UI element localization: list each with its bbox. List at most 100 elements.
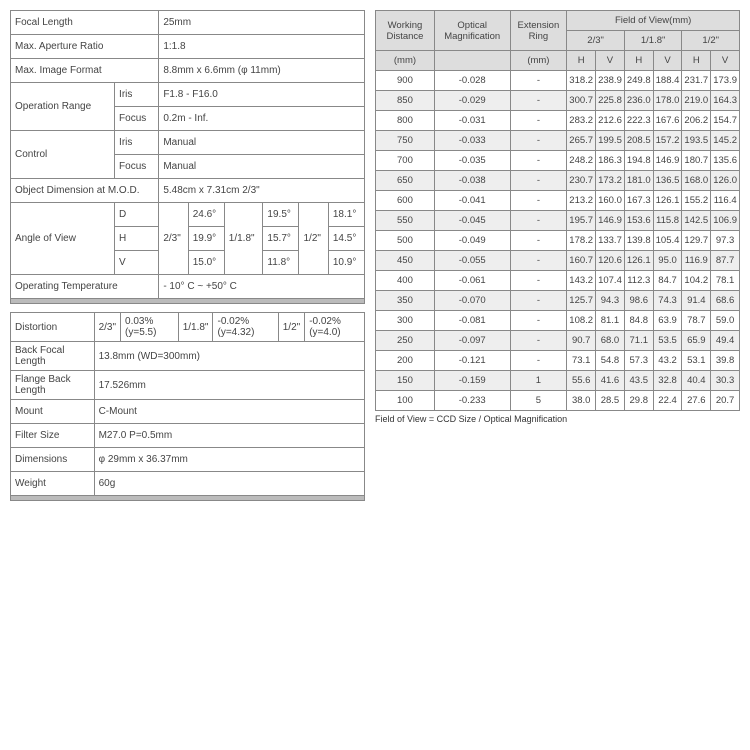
fov-cell: 142.5 [682,211,711,231]
fov-cell: 59.0 [711,311,740,331]
fov-h2-header: H [624,51,653,71]
fov-cell: 29.8 [624,391,653,411]
fov-cell: - [510,91,567,111]
back-focal-label: Back Focal Length [11,342,95,371]
fov-cell: 219.0 [682,91,711,111]
table-row: 350-0.070-125.794.398.674.391.468.6 [376,291,740,311]
fov-cell: 87.7 [711,251,740,271]
fov-cell: 126.1 [624,251,653,271]
fov-cell: 180.7 [682,151,711,171]
spec-table-1: Focal Length 25mm Max. Aperture Ratio 1:… [10,10,365,299]
fov-cell: 90.7 [567,331,596,351]
fov-cell: 194.8 [624,151,653,171]
table-row: 200-0.121-73.154.857.343.253.139.8 [376,351,740,371]
fov-cell: 213.2 [567,191,596,211]
fov-cell: 450 [376,251,435,271]
fov-cell: -0.035 [434,151,510,171]
fov-blank-header [434,51,510,71]
fov-cell: -0.070 [434,291,510,311]
fov-cell: 112.3 [624,271,653,291]
mount-value: C-Mount [94,400,364,424]
aov-s2: 1/1.8" [224,203,263,275]
fov-cell: 133.7 [596,231,625,251]
fov-cell: 265.7 [567,131,596,151]
fov-cell: 160.7 [567,251,596,271]
dist-s2: 1/1.8" [178,313,213,342]
fov-cell: 116.4 [711,191,740,211]
fov-cell: 249.8 [624,71,653,91]
fov-cell: 98.6 [624,291,653,311]
table-row: 650-0.038-230.7173.2181.0136.5168.0126.0 [376,171,740,191]
fov-cell: 94.3 [596,291,625,311]
fov-cell: 230.7 [567,171,596,191]
fov-cell: 250 [376,331,435,351]
fov-cell: 146.9 [653,151,682,171]
fov-cell: -0.029 [434,91,510,111]
control-focus-label: Focus [115,155,159,179]
table-row: 100-0.233538.028.529.822.427.620.7 [376,391,740,411]
fov-mm-header: (mm) [376,51,435,71]
fov-cell: 212.6 [596,111,625,131]
fov-cell: 40.4 [682,371,711,391]
fov-cell: 125.7 [567,291,596,311]
fov-cell: -0.045 [434,211,510,231]
fov-v3-header: V [711,51,740,71]
fov-s1-header: 2/3" [567,31,625,51]
table-row: 850-0.029-300.7225.8236.0178.0219.0164.3 [376,91,740,111]
fov-cell: 28.5 [596,391,625,411]
obj-dim-value: 5.48cm x 7.31cm 2/3" [159,179,365,203]
fov-cell: 157.2 [653,131,682,151]
aov-h: H [115,227,159,251]
fov-cell: 27.6 [682,391,711,411]
fov-cell: -0.041 [434,191,510,211]
aov-v: V [115,251,159,275]
fov-cell: - [510,211,567,231]
fov-cell: 74.3 [653,291,682,311]
fov-cell: - [510,71,567,91]
fov-cell: -0.049 [434,231,510,251]
fov-s2-header: 1/1.8" [624,31,682,51]
flange-back-value: 17.526mm [94,371,364,400]
fov-cell: 107.4 [596,271,625,291]
fov-cell: 150 [376,371,435,391]
dist-s1: 2/3" [94,313,120,342]
fov-cell: - [510,291,567,311]
fov-cell: 160.0 [596,191,625,211]
fov-cell: - [510,311,567,331]
dimensions-value: φ 29mm x 36.37mm [94,448,364,472]
table-row: 550-0.045-195.7146.9153.6115.8142.5106.9 [376,211,740,231]
fov-table: Working Distance Optical Magnification E… [375,10,740,411]
fov-cell: 199.5 [596,131,625,151]
fov-cell: 318.2 [567,71,596,91]
fov-cell: 5 [510,391,567,411]
fov-cell: - [510,171,567,191]
fov-cell: 550 [376,211,435,231]
fov-cell: 154.7 [711,111,740,131]
fov-cell: 120.6 [596,251,625,271]
spec-table-2: Distortion 2/3" 0.03%(y=5.5) 1/1.8" -0.0… [10,312,365,496]
aov-s3: 1/2" [299,203,328,275]
fov-cell: - [510,271,567,291]
fov-cell: 126.0 [711,171,740,191]
fov-cell: 84.8 [624,311,653,331]
op-temp-value: - 10° C ~ +50° C [159,275,365,299]
aov-v1: 15.0° [188,251,224,275]
fov-cell: 193.5 [682,131,711,151]
fov-cell: 145.2 [711,131,740,151]
fov-cell: 97.3 [711,231,740,251]
fov-cell: - [510,191,567,211]
fov-cell: 32.8 [653,371,682,391]
fov-cell: 188.4 [653,71,682,91]
aov-v3: 10.9° [328,251,364,275]
fov-cell: 20.7 [711,391,740,411]
fov-cell: 78.1 [711,271,740,291]
op-range-focus-label: Focus [115,107,159,131]
fov-cell: 106.9 [711,211,740,231]
fov-cell: -0.233 [434,391,510,411]
fov-cell: 600 [376,191,435,211]
aov-h2: 15.7° [263,227,299,251]
fov-cell: -0.055 [434,251,510,271]
fov-cell: 248.2 [567,151,596,171]
fov-cell: 500 [376,231,435,251]
aov-v2: 11.8° [263,251,299,275]
